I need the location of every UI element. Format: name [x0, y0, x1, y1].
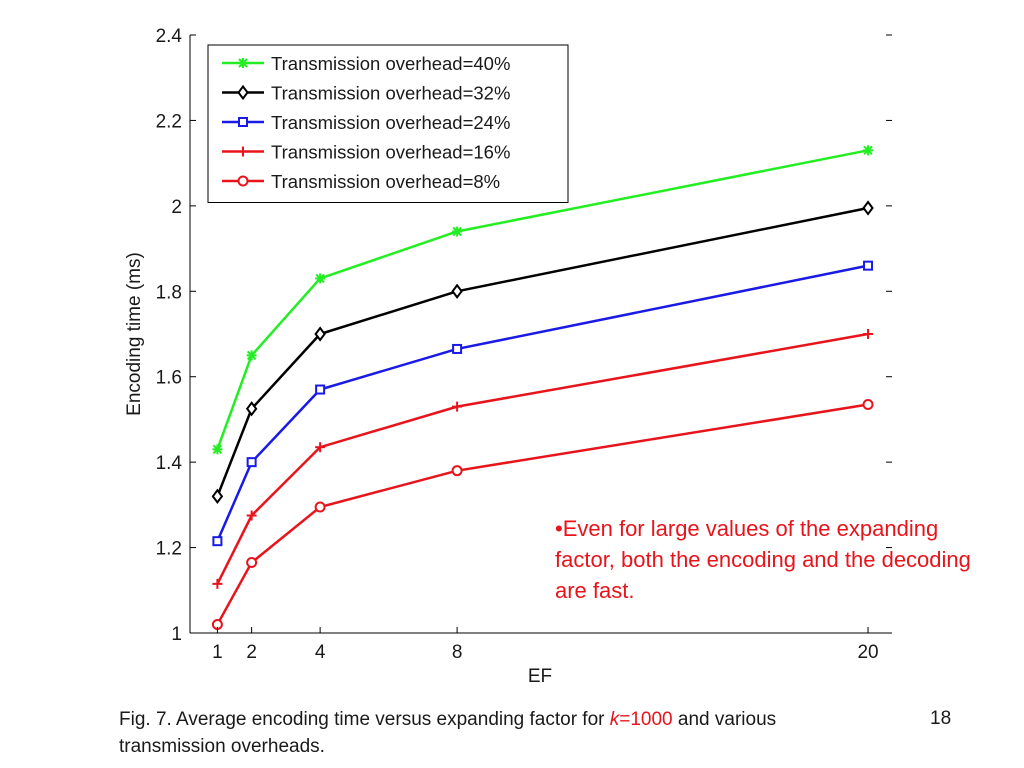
x-tick-label: 2	[246, 642, 257, 663]
x-tick-label: 8	[452, 642, 463, 663]
y-tick-label: 1.6	[156, 368, 182, 389]
data-point-square-marker	[863, 260, 874, 271]
caption-k-symbol: k	[609, 709, 620, 730]
data-point-circle-marker	[314, 501, 326, 513]
legend-entry: Transmission overhead=32%	[222, 83, 510, 104]
y-tick-label: 1	[171, 624, 182, 645]
data-point-square-marker	[212, 536, 223, 547]
data-point-circle-marker	[237, 175, 249, 187]
series-star	[212, 145, 874, 455]
legend-entry: Transmission overhead=24%	[222, 112, 510, 133]
y-axis-label: Encoding time (ms)	[124, 252, 145, 416]
data-point-star-marker	[452, 226, 463, 237]
data-point-diamond-marker	[451, 283, 463, 299]
data-point-star-marker	[863, 145, 874, 156]
data-point-diamond-marker	[862, 200, 874, 216]
caption-text-before: Fig. 7. Average encoding time versus exp…	[119, 709, 610, 730]
x-tick-label: 20	[857, 642, 878, 663]
data-point-plus-marker	[246, 510, 257, 521]
legend-label: Transmission overhead=8%	[271, 171, 500, 192]
legend-entry: Transmission overhead=8%	[222, 171, 500, 192]
y-tick-label: 2.2	[156, 111, 182, 132]
legend-entry: Transmission overhead=16%	[222, 142, 510, 163]
series-line	[216, 264, 869, 542]
page-number: 18	[930, 708, 952, 729]
data-point-square-marker	[238, 117, 248, 127]
figure-caption: Fig. 7. Average encoding time versus exp…	[119, 706, 879, 760]
data-point-plus-marker	[238, 146, 248, 157]
y-tick-label: 1.2	[156, 539, 182, 560]
y-tick-label: 2.4	[156, 26, 183, 47]
data-point-plus-marker	[212, 578, 223, 589]
annotation-text: •Even for large values of the expanding …	[555, 516, 971, 603]
series-circle	[211, 398, 874, 630]
series-plus	[212, 329, 874, 589]
data-point-circle-marker	[862, 398, 874, 410]
axes: 1 1.2 1.4 1.6 1.8 2 2.2 2.4 1 2 4 8 20	[156, 26, 892, 663]
data-point-square-marker	[452, 343, 463, 354]
data-point-diamond-marker	[237, 84, 249, 101]
data-point-star-marker	[246, 350, 257, 361]
data-point-diamond-marker	[245, 401, 258, 417]
y-tick-label: 1.4	[156, 453, 183, 474]
caption-text-after: and various transmission overheads.	[119, 709, 777, 757]
data-point-circle-marker	[246, 557, 258, 569]
legend-label: Transmission overhead=24%	[271, 112, 510, 133]
data-point-square-marker	[315, 384, 326, 395]
x-axis-label: EF	[528, 666, 552, 687]
series-diamond	[211, 200, 874, 504]
y-tick-label: 2	[171, 197, 182, 218]
data-point-plus-marker	[452, 401, 463, 412]
series-square	[212, 260, 874, 547]
data-point-square-marker	[246, 457, 257, 468]
legend-label: Transmission overhead=40%	[271, 53, 510, 74]
data-point-star-marker	[238, 58, 248, 68]
legend-label: Transmission overhead=16%	[271, 142, 510, 163]
data-point-star-marker	[212, 444, 223, 455]
data-point-plus-marker	[863, 329, 874, 339]
data-point-circle-marker	[451, 465, 463, 477]
data-point-diamond-marker	[211, 488, 224, 504]
caption-k-value: =1000	[619, 709, 673, 730]
legend: Transmission overhead=40% Transmission ov…	[207, 44, 569, 203]
y-tick-label: 1.8	[156, 282, 182, 303]
data-point-diamond-marker	[314, 326, 326, 342]
x-tick-label: 4	[315, 642, 326, 663]
legend-box	[207, 44, 569, 203]
encoding-time-chart: 1 1.2 1.4 1.6 1.8 2 2.2 2.4 1 2 4 8 20 Transmission …	[124, 26, 892, 687]
data-point-star-marker	[315, 273, 326, 284]
legend-label: Transmission overhead=32%	[271, 83, 510, 104]
plot-area	[211, 145, 874, 630]
data-point-plus-marker	[315, 442, 326, 453]
x-tick-label: 1	[212, 642, 223, 663]
legend-entry: Transmission overhead=40%	[222, 53, 510, 74]
